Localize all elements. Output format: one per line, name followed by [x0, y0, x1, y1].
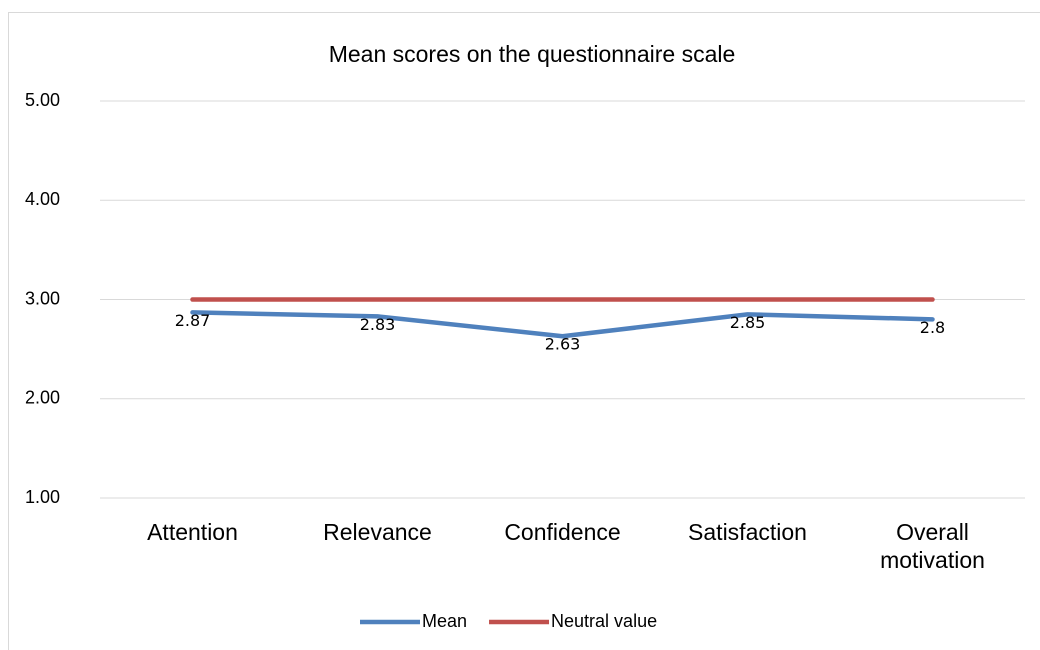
y-tick-label: 1.00 [25, 487, 60, 507]
legend-label: Neutral value [551, 611, 657, 631]
data-label: 2.85 [730, 313, 766, 332]
data-label: 2.63 [545, 335, 581, 354]
x-tick-label: Attention [147, 519, 238, 545]
data-label: 2.8 [920, 318, 945, 337]
legend-label: Mean [422, 611, 467, 631]
data-label: 2.87 [175, 311, 211, 330]
x-tick-label: Overall motivation [880, 519, 985, 573]
y-tick-label: 4.00 [25, 189, 60, 209]
line-series [190, 310, 935, 339]
y-tick-label: 3.00 [25, 288, 60, 308]
x-tick-label: Relevance [323, 519, 432, 545]
x-tick-label: Confidence [504, 519, 621, 545]
y-tick-label: 5.00 [25, 90, 60, 110]
y-tick-label: 2.00 [25, 388, 60, 408]
data-label: 2.83 [360, 315, 396, 334]
chart-border [8, 12, 1040, 650]
chart-title: Mean scores on the questionnaire scale [329, 41, 736, 67]
x-tick-label: Satisfaction [688, 519, 807, 545]
